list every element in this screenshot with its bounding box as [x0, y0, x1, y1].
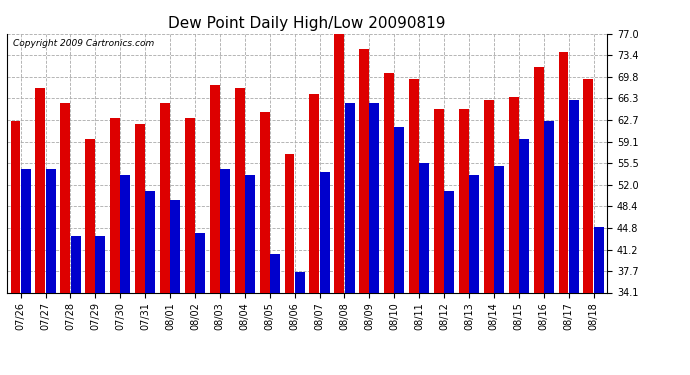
Bar [146, 190, 155, 375]
Bar [384, 73, 394, 375]
Bar [170, 200, 180, 375]
Bar [70, 236, 81, 375]
Bar [420, 164, 429, 375]
Bar [469, 176, 479, 375]
Bar [519, 139, 529, 375]
Bar [60, 103, 70, 375]
Bar [569, 100, 579, 375]
Bar [110, 118, 120, 375]
Bar [195, 233, 205, 375]
Bar [235, 88, 245, 375]
Bar [135, 124, 145, 375]
Bar [319, 172, 330, 375]
Bar [220, 170, 230, 375]
Bar [245, 176, 255, 375]
Bar [95, 236, 106, 375]
Bar [120, 176, 130, 375]
Bar [533, 67, 544, 375]
Bar [558, 52, 569, 375]
Bar [259, 112, 270, 375]
Bar [544, 121, 554, 375]
Bar [160, 103, 170, 375]
Bar [295, 272, 305, 375]
Bar [309, 94, 319, 375]
Bar [335, 34, 344, 375]
Bar [593, 227, 604, 375]
Bar [484, 100, 494, 375]
Bar [185, 118, 195, 375]
Bar [21, 170, 30, 375]
Title: Dew Point Daily High/Low 20090819: Dew Point Daily High/Low 20090819 [168, 16, 446, 31]
Bar [395, 127, 404, 375]
Bar [270, 254, 279, 375]
Bar [434, 109, 444, 375]
Bar [359, 49, 369, 375]
Bar [210, 85, 219, 375]
Bar [459, 109, 469, 375]
Bar [86, 139, 95, 375]
Text: Copyright 2009 Cartronics.com: Copyright 2009 Cartronics.com [13, 39, 154, 48]
Bar [369, 103, 380, 375]
Bar [584, 79, 593, 375]
Bar [35, 88, 46, 375]
Bar [444, 190, 454, 375]
Bar [10, 121, 21, 375]
Bar [409, 79, 419, 375]
Bar [344, 103, 355, 375]
Bar [509, 97, 519, 375]
Bar [46, 170, 56, 375]
Bar [494, 166, 504, 375]
Bar [284, 154, 295, 375]
